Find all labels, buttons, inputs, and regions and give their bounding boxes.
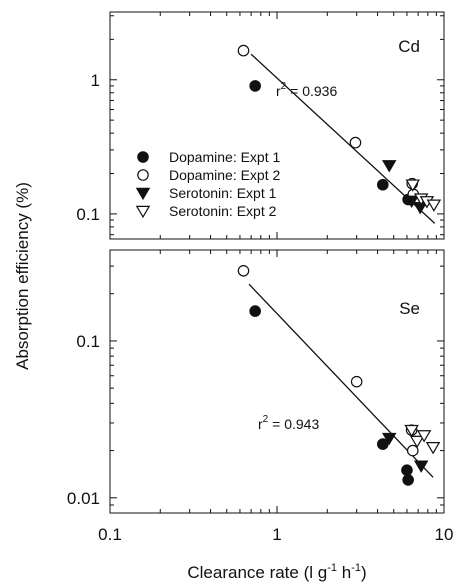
se-point-open-triangle-down <box>409 435 425 449</box>
legend: Dopamine: Expt 1 Dopamine: Expt 2 Serotoni… <box>135 149 280 219</box>
legend-label: Dopamine: Expt 1 <box>169 149 280 165</box>
se-point-filled-circle <box>401 464 413 476</box>
panel-se-label: Se <box>399 299 420 318</box>
x-axis-label-exp1: -1 <box>327 562 337 574</box>
panel-se-frame <box>109 249 445 514</box>
se-point-filled-circle <box>376 438 389 450</box>
se-point-open-triangle-down <box>416 430 432 443</box>
panel-se: 0.01 0.1 0.1 1 10 Se r2 = 0.943 <box>67 249 454 544</box>
panel-cd-r2-symbol: r <box>276 83 281 99</box>
se-point-filled-circle <box>402 474 414 486</box>
cd-point-filled-circle <box>376 178 389 191</box>
se-point-open-circle <box>406 444 419 457</box>
cd-point-open-triangle-down <box>426 199 442 212</box>
x-axis-label-main: Clearance rate (l g <box>187 563 327 582</box>
panel-cd-r2-value: = 0.936 <box>286 83 337 99</box>
panel-cd-frame <box>109 11 445 240</box>
panel-se-r2-symbol: r <box>258 416 263 432</box>
se-point-open-triangle-down <box>425 442 441 455</box>
legend-label: Dopamine: Expt 2 <box>169 167 280 183</box>
x-axis-label-end: ) <box>361 563 367 582</box>
panel-cd-points <box>237 44 442 215</box>
panel-cd: 0.11 Cd r2 = 0.936 Dopamine: Expt 1Dopam… <box>76 11 445 240</box>
se-point-open-triangle-down <box>404 424 419 438</box>
se-y-tick-label: 0.1 <box>76 332 100 351</box>
panel-se-regression-line <box>248 283 434 478</box>
panel-se-r2-exp: 2 <box>263 414 269 425</box>
y-axis-label: Absorption efficiency (%) <box>13 182 32 370</box>
legend-marker-filled-circle <box>137 151 149 163</box>
panel-cd-regression-line <box>250 53 436 224</box>
cd-point-open-circle <box>349 136 362 149</box>
panel-se-r2-value: = 0.943 <box>268 416 319 432</box>
cd-point-filled-triangle-down <box>404 195 419 208</box>
panel-se-points <box>237 265 441 486</box>
cd-point-filled-triangle-down <box>381 160 397 173</box>
legend-marker-filled-triangle-down <box>135 187 151 201</box>
cd-point-open-circle <box>237 44 250 57</box>
cd-y-tick-label: 0.1 <box>76 205 100 224</box>
legend-marker-open-triangle-down <box>135 205 151 219</box>
cd-point-filled-circle <box>249 80 261 92</box>
se-x-tick-label: 1 <box>272 525 281 544</box>
panel-cd-axes: 0.11 <box>76 12 445 239</box>
panel-se-r2: r2 = 0.943 <box>258 414 319 432</box>
se-point-filled-triangle-down <box>413 460 429 473</box>
legend-label: Serotonin: Expt 1 <box>169 185 277 201</box>
se-point-open-circle <box>237 265 250 277</box>
legend-label: Serotonin: Expt 2 <box>169 203 277 219</box>
se-x-tick-label: 10 <box>435 525 454 544</box>
x-axis-label-exp2: -1 <box>351 562 361 574</box>
x-axis-label: Clearance rate (l g-1 h-1) <box>187 562 366 582</box>
panel-cd-r2: r2 = 0.936 <box>276 81 337 99</box>
panel-cd-r2-exp: 2 <box>281 81 287 92</box>
cd-y-tick-label: 1 <box>91 71 100 90</box>
se-point-filled-circle <box>249 305 261 317</box>
x-axis-label-mid: h <box>337 563 351 582</box>
se-y-tick-label: 0.01 <box>67 489 100 508</box>
se-point-filled-triangle-down <box>381 432 397 446</box>
se-x-tick-label: 0.1 <box>98 525 122 544</box>
panel-cd-label: Cd <box>398 37 420 56</box>
panel-se-axes: 0.01 0.1 0.1 1 10 <box>67 250 454 544</box>
se-point-open-circle <box>350 375 363 388</box>
legend-marker-open-circle <box>137 169 149 181</box>
cd-point-open-triangle-down <box>405 179 421 192</box>
